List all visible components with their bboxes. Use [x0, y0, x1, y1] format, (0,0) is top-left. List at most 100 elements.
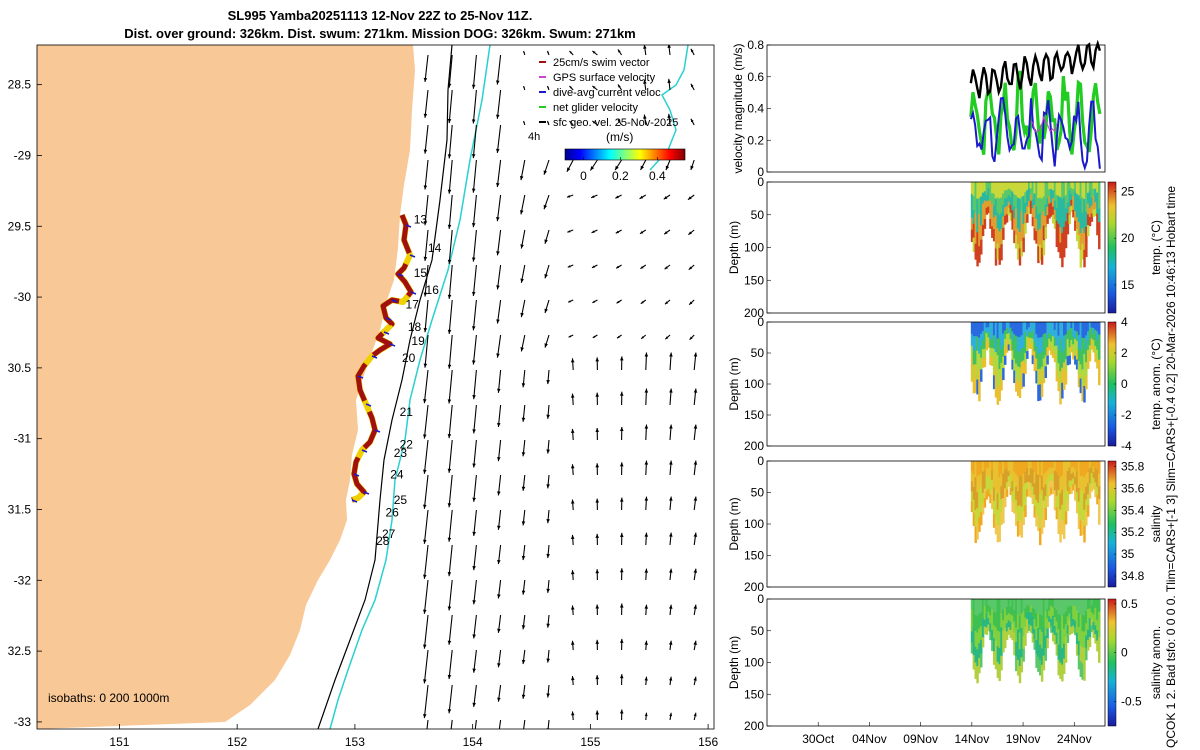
- profile-cell: [998, 525, 1001, 542]
- current-vector: [567, 264, 574, 268]
- profile-cell: [1083, 232, 1086, 251]
- profile-cell: [1050, 599, 1053, 607]
- profile-cell: [1079, 520, 1083, 536]
- profile-cell: [1066, 607, 1070, 617]
- profile-cell: [1072, 484, 1075, 491]
- profile-cell: [1094, 616, 1097, 626]
- current-vector: [447, 649, 453, 680]
- profile-cell: [1094, 599, 1097, 609]
- profile-cell: [972, 473, 976, 488]
- profile-cell: [980, 653, 983, 668]
- profile-cell: [1086, 359, 1090, 369]
- profile-cell: [1075, 632, 1079, 645]
- profile-cell: [985, 338, 989, 345]
- profile-cell: [974, 212, 977, 229]
- profile-cell: [1051, 322, 1055, 330]
- profile-cell: [1024, 352, 1027, 364]
- current-vector: [450, 719, 453, 729]
- profile-cell: [1046, 190, 1049, 200]
- profile-cell: [1086, 203, 1090, 215]
- profile-cell: [992, 362, 996, 376]
- profile-cell: [1051, 474, 1055, 482]
- current-vector: [644, 352, 649, 371]
- profile-cell: [1005, 468, 1009, 476]
- profile-cell: [1000, 182, 1003, 199]
- current-vector: [521, 439, 526, 457]
- profile-cell: [1081, 475, 1084, 491]
- profile-cell: [1066, 461, 1070, 472]
- profile-cell: [980, 473, 983, 488]
- colorbar-tick-label: 4: [1121, 315, 1128, 329]
- profile-cell: [1009, 461, 1012, 469]
- profile-cell: [1070, 187, 1073, 195]
- profile-cell: [1086, 331, 1090, 342]
- profile-cell: [1072, 336, 1075, 345]
- profile-cell: [1027, 624, 1031, 631]
- profile-cell: [1096, 322, 1099, 332]
- day-label: 16: [426, 283, 440, 297]
- profile-cell: [1063, 241, 1066, 258]
- profile-cell: [1013, 194, 1016, 207]
- profile-cell: [996, 212, 1000, 229]
- profile-cell: [1061, 648, 1064, 666]
- profile-cell: [1039, 614, 1042, 630]
- profile-cell: [970, 205, 974, 219]
- profile-cell: [972, 195, 976, 211]
- profile-cell: [1009, 599, 1012, 608]
- profile-cell: [1086, 483, 1090, 495]
- profile-cell: [972, 613, 976, 628]
- profile-cell: [987, 182, 990, 189]
- profile-cell: [1070, 467, 1073, 475]
- profile-cell: [989, 486, 992, 495]
- profile-cell: [996, 461, 1000, 478]
- profile-cell: [1063, 375, 1066, 390]
- profile-cell: [1064, 599, 1068, 613]
- profile-cell: [1009, 481, 1012, 489]
- current-vector: [665, 159, 671, 171]
- profile-cell: [1050, 605, 1053, 613]
- profile-cell: [992, 217, 996, 230]
- profile-cell: [978, 182, 981, 199]
- profile-cell: [1026, 599, 1029, 607]
- profile-cell: [1044, 333, 1048, 345]
- profile-cell: [978, 369, 981, 386]
- panel-ytick-label: 50: [751, 624, 765, 638]
- panel-ytick-label: 200: [744, 580, 764, 594]
- profile-cell: [1057, 376, 1060, 392]
- profile-cell: [1053, 607, 1057, 618]
- profile-cell: [991, 461, 994, 472]
- profile-cell: [1007, 201, 1011, 209]
- profile-cell: [1007, 327, 1011, 334]
- day-label: 18: [408, 320, 422, 334]
- profile-cell: [1059, 599, 1062, 616]
- profile-cell: [1029, 207, 1033, 214]
- profile-cell: [1022, 623, 1025, 637]
- profile-cell: [1031, 478, 1035, 488]
- profile-cell: [981, 214, 985, 226]
- profile-cell: [1096, 495, 1099, 505]
- profile-cell: [1092, 472, 1095, 479]
- profile-cell: [1033, 331, 1036, 343]
- profile-cell: [1033, 205, 1036, 218]
- profile-cell: [1009, 622, 1012, 631]
- profile-cell: [1022, 347, 1025, 362]
- profile-cell: [1033, 351, 1036, 362]
- colorbar-tick-label: 0: [580, 169, 587, 183]
- profile-cell: [1086, 322, 1090, 332]
- profile-cell: [1048, 610, 1051, 617]
- profile-cell: [1059, 338, 1062, 356]
- track-velocity-tick: [405, 224, 412, 228]
- profile-cell: [1064, 498, 1068, 512]
- profile-cell: [1000, 641, 1003, 657]
- profile-cell: [1092, 614, 1095, 623]
- profile-cell: [1092, 629, 1095, 638]
- profile-cell: [1096, 486, 1099, 496]
- profile-cell: [1048, 622, 1051, 629]
- profile-cell: [1015, 486, 1018, 501]
- profile-cell: [1057, 209, 1060, 225]
- current-vector: [616, 299, 622, 304]
- profile-cell: [1059, 227, 1062, 244]
- current-vector: [693, 496, 698, 511]
- profile-cell: [1026, 482, 1029, 490]
- panel-ytick-label: 50: [751, 486, 765, 500]
